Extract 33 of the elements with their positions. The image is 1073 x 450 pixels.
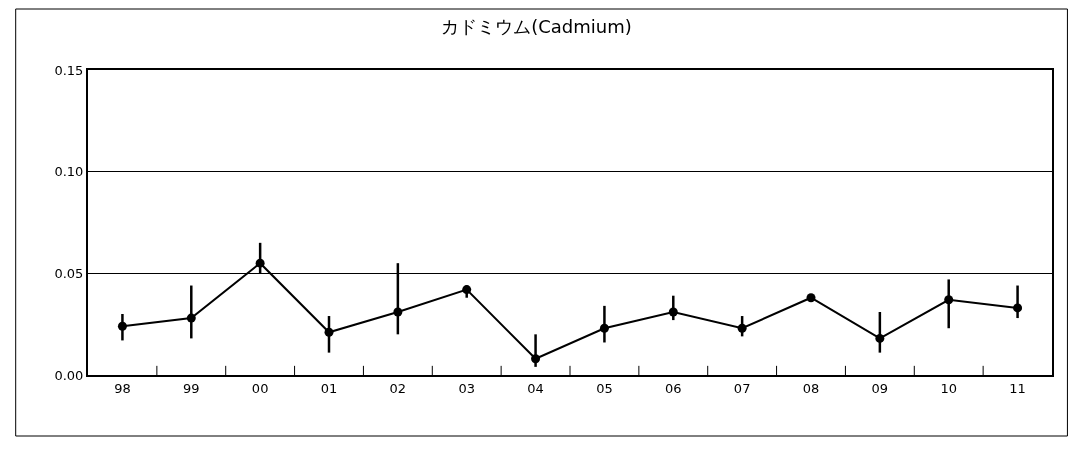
y-tick-label: 0.00 xyxy=(54,367,84,383)
x-tick-label: 00 xyxy=(251,380,269,396)
point xyxy=(1013,303,1023,313)
x-tick-label: 10 xyxy=(940,380,957,396)
y-tick-label: 0.10 xyxy=(54,164,84,180)
x-tick-label: 05 xyxy=(596,380,613,396)
x-tick-label: 01 xyxy=(320,380,338,396)
point xyxy=(186,313,196,323)
x-tick-label: 08 xyxy=(802,380,820,396)
x-tick-label: 03 xyxy=(458,380,475,396)
point xyxy=(531,354,541,364)
point xyxy=(324,327,334,337)
point xyxy=(255,258,265,268)
point xyxy=(462,285,472,295)
point xyxy=(668,307,678,317)
point xyxy=(875,333,885,343)
x-tick-label: 09 xyxy=(871,380,889,396)
chart-title: カドミウム(Cadmium) xyxy=(441,16,632,38)
x-tick-label: 98 xyxy=(114,380,131,396)
point xyxy=(944,295,954,305)
x-tick-label: 99 xyxy=(183,380,200,396)
point xyxy=(117,321,127,331)
point xyxy=(806,293,816,303)
point xyxy=(599,323,609,333)
x-tick-label: 04 xyxy=(527,380,544,396)
y-tick-label: 0.05 xyxy=(54,265,84,281)
point xyxy=(393,307,403,317)
y-tick-label: 0.15 xyxy=(54,62,84,78)
x-tick-label: 02 xyxy=(389,380,407,396)
x-tick-label: 11 xyxy=(1009,380,1026,396)
x-tick-label: 07 xyxy=(733,380,751,396)
point xyxy=(737,323,747,333)
x-tick-label: 06 xyxy=(665,380,682,396)
